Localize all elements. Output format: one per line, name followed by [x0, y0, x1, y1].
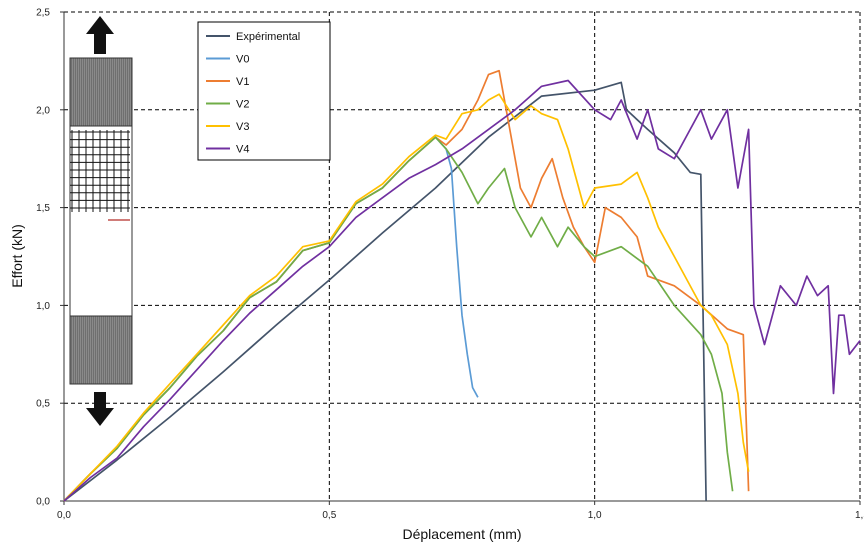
x-tick-label: 1,5 [855, 510, 864, 521]
series-line-exp-rimental [63, 81, 707, 502]
x-axis-title: Déplacement (mm) [402, 526, 521, 542]
x-tick-label: 0,5 [322, 510, 336, 521]
x-tick-label: 1,0 [588, 510, 602, 521]
legend-label: V4 [236, 144, 249, 156]
y-axis-title: Effort (kN) [9, 224, 25, 288]
gridlines [64, 11, 861, 501]
x-tick-label: 0,0 [57, 510, 71, 521]
legend-label: V2 [236, 99, 249, 111]
y-tick-label: 0,0 [36, 497, 50, 508]
legend-label: V0 [236, 54, 249, 66]
y-tick-label: 2,0 [36, 105, 50, 116]
legend-label: Expérimental [236, 31, 300, 43]
series-lines [63, 69, 861, 502]
y-tick-label: 2,5 [36, 8, 50, 19]
legend-label: V1 [236, 76, 249, 88]
legend: Expérimental V0 V1 V2 V3 V4 [197, 21, 331, 161]
y-tick-label: 1,0 [36, 301, 50, 312]
arrow-down-icon [86, 392, 114, 426]
arrow-up-icon [86, 16, 114, 54]
specimen-mesh [70, 130, 130, 212]
legend-label: V3 [236, 121, 249, 133]
legend-box [197, 21, 331, 161]
series-line-v3 [63, 93, 750, 502]
specimen-grip-top [69, 57, 133, 127]
specimen-grip-bottom [69, 315, 133, 385]
y-tick-label: 0,5 [36, 399, 50, 410]
y-tick-label: 1,5 [36, 203, 50, 214]
ticks: 0,0 0,5 1,0 1,5 2,0 2,5 0,0 0,5 1,0 1,5 [36, 8, 864, 522]
series-line-v4 [63, 79, 861, 502]
specimen-illustration [69, 16, 133, 426]
series-line-v2 [63, 136, 734, 502]
